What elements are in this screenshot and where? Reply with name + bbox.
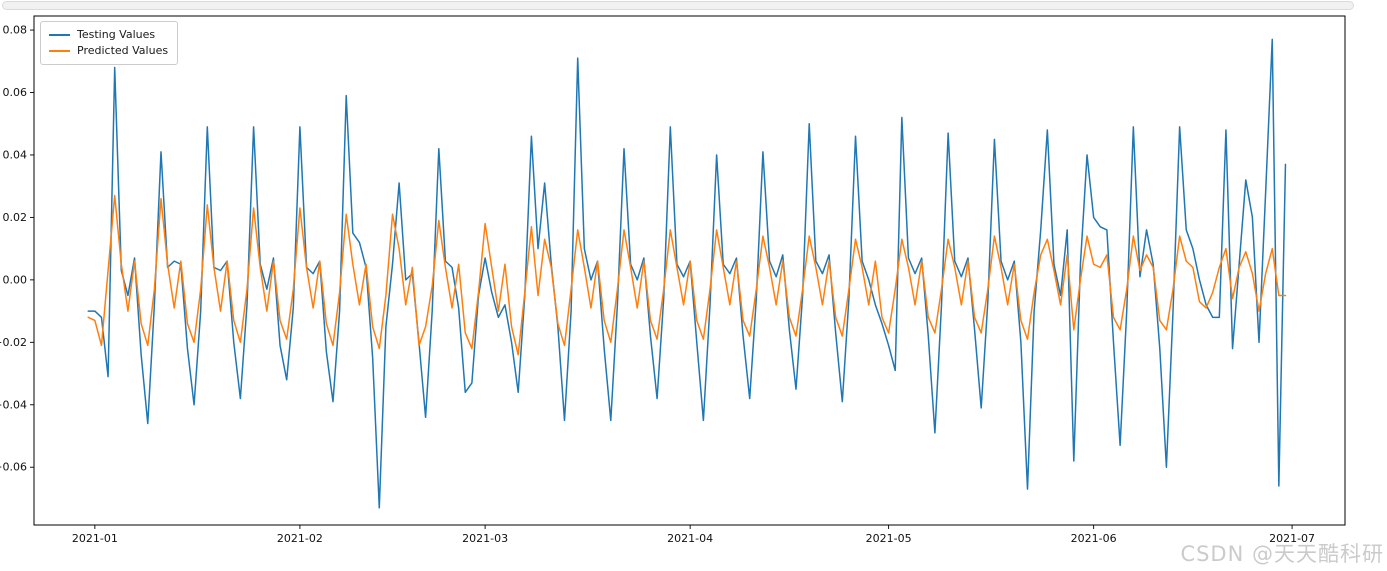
y-tick-label: 0.08 xyxy=(3,24,28,37)
y-tick-label: 0.02 xyxy=(3,211,28,224)
legend-label-testing-values: Testing Values xyxy=(77,28,156,41)
predicted-values-line-swatch xyxy=(49,50,70,52)
x-tick-label: 2021-03 xyxy=(462,532,508,545)
legend-item-testing-values: Testing Values xyxy=(49,27,168,43)
x-tick-label: 2021-07 xyxy=(1269,532,1315,545)
x-tick-label: 2021-01 xyxy=(72,532,118,545)
x-tick-label: 2021-05 xyxy=(866,532,912,545)
csdn-watermark: CSDN @天天酷科研 xyxy=(1180,542,1384,566)
legend: Testing Values Predicted Values xyxy=(40,21,179,65)
legend-item-predicted-values: Predicted Values xyxy=(49,43,168,59)
y-tick-label: −0.06 xyxy=(0,461,27,474)
y-tick-label: −0.02 xyxy=(0,336,27,349)
testing-values-line xyxy=(87,38,1287,509)
predicted-values-line xyxy=(87,194,1287,356)
horizontal-scrollbar[interactable] xyxy=(2,1,1354,10)
y-tick-label: −0.04 xyxy=(0,398,27,411)
axes-spines xyxy=(33,15,1346,526)
x-tick-label: 2021-06 xyxy=(1071,532,1117,545)
x-tick-label: 2021-04 xyxy=(667,532,713,545)
y-tick-label: 0.00 xyxy=(3,273,28,286)
x-tick-label: 2021-02 xyxy=(277,532,323,545)
y-tick-label: 0.06 xyxy=(3,86,28,99)
y-tick-label: 0.04 xyxy=(3,148,28,161)
testing-values-line-swatch xyxy=(49,34,70,36)
legend-label-predicted-values: Predicted Values xyxy=(77,44,169,57)
